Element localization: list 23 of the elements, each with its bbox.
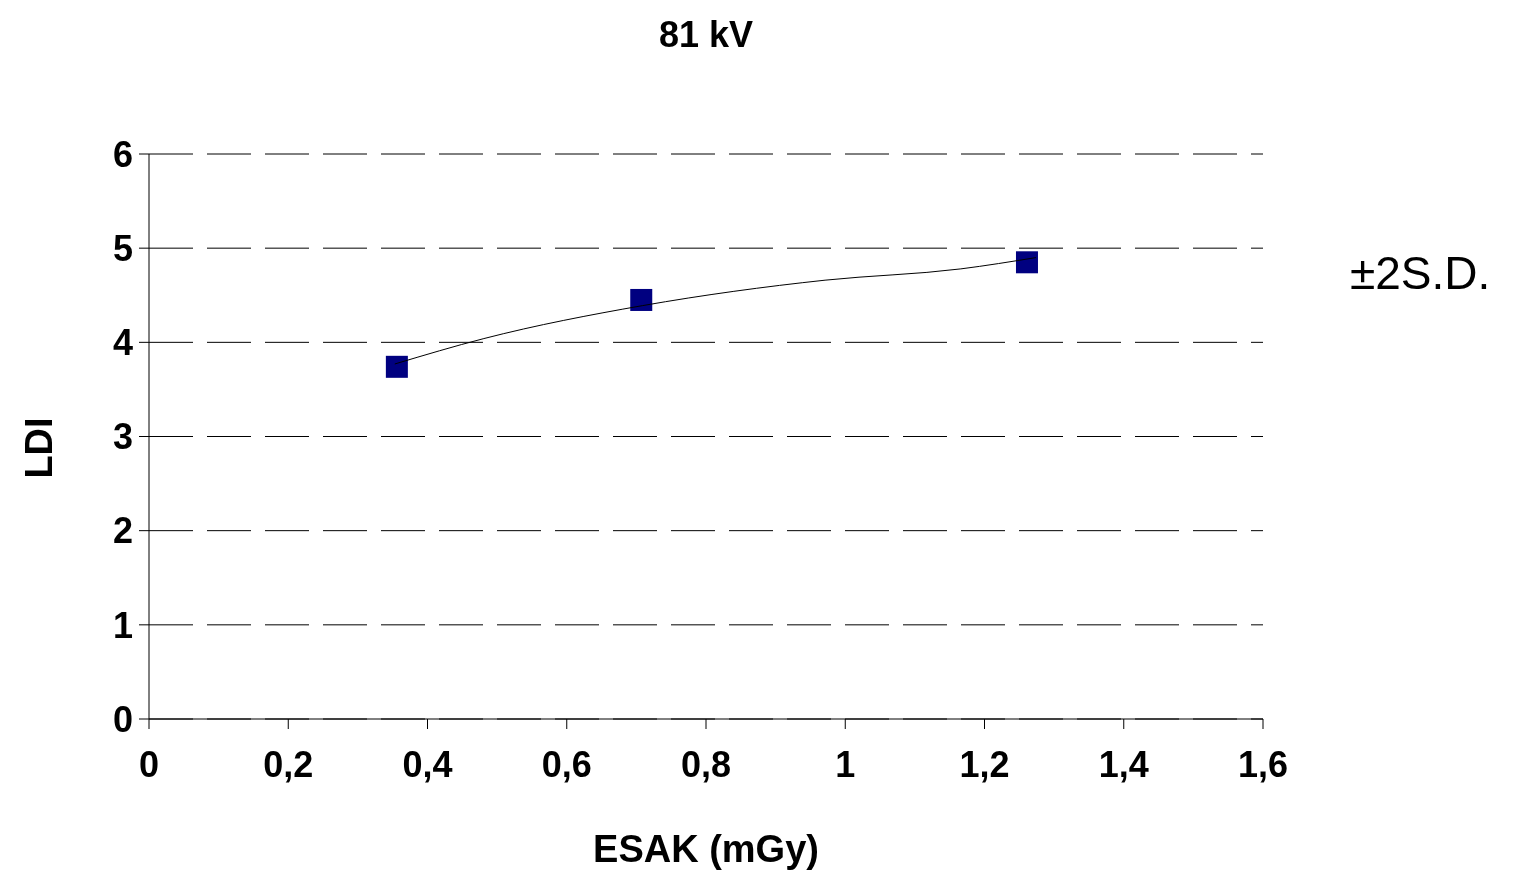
x-axis-title: ESAK (mGy) xyxy=(592,828,820,871)
point xyxy=(630,288,653,311)
chart-title: 81 kV xyxy=(657,14,755,56)
y-tick-label: 5 xyxy=(112,227,133,269)
x-tick-label: 0,4 xyxy=(402,743,453,785)
x-tick-label: 0 xyxy=(138,743,160,785)
y-tick-label: 1 xyxy=(112,604,133,646)
y-axis-title: LDI xyxy=(18,417,61,479)
x-tick-label: 0,8 xyxy=(680,743,732,785)
point xyxy=(385,355,408,378)
x-tick-label: 1,6 xyxy=(1237,743,1289,785)
y-tick-label: 0 xyxy=(112,698,133,740)
text: ±2S.D. xyxy=(1350,246,1491,300)
x-tick-label: 1,4 xyxy=(1098,743,1149,785)
y-tick-label: 3 xyxy=(112,416,133,458)
point xyxy=(1015,251,1038,274)
x-tick-label: 0,2 xyxy=(263,743,314,785)
x-tick-label: 1 xyxy=(835,743,856,785)
y-tick-label: 4 xyxy=(112,322,133,364)
x-tick-label: 1,2 xyxy=(959,743,1010,785)
y-tick-label: 6 xyxy=(112,133,133,175)
y-tick-label: 2 xyxy=(112,510,133,552)
x-tick-label: 0,6 xyxy=(541,743,592,785)
